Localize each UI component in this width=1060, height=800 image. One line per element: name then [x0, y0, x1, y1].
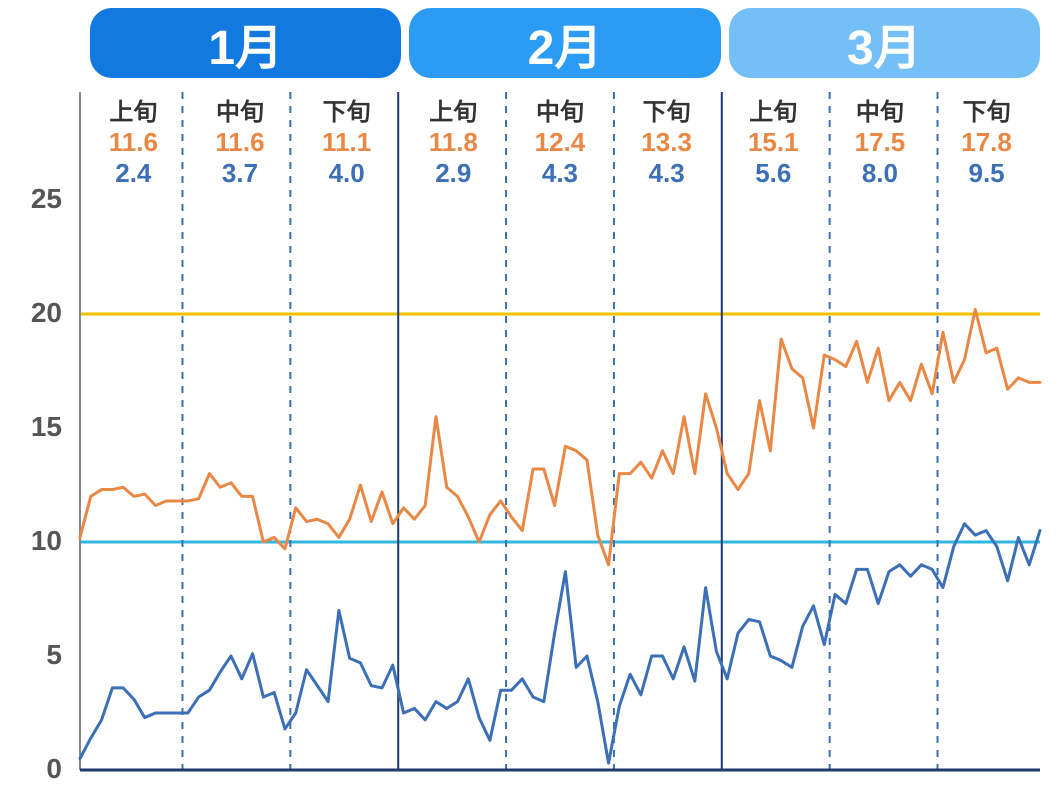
series-line-orange [80, 309, 1040, 564]
chart-container: 1月2月3月 上旬11.62.4中旬11.63.7下旬11.14.0上旬11.8… [0, 0, 1060, 800]
series-line-blue [80, 524, 1040, 763]
line-chart-svg [0, 0, 1060, 800]
